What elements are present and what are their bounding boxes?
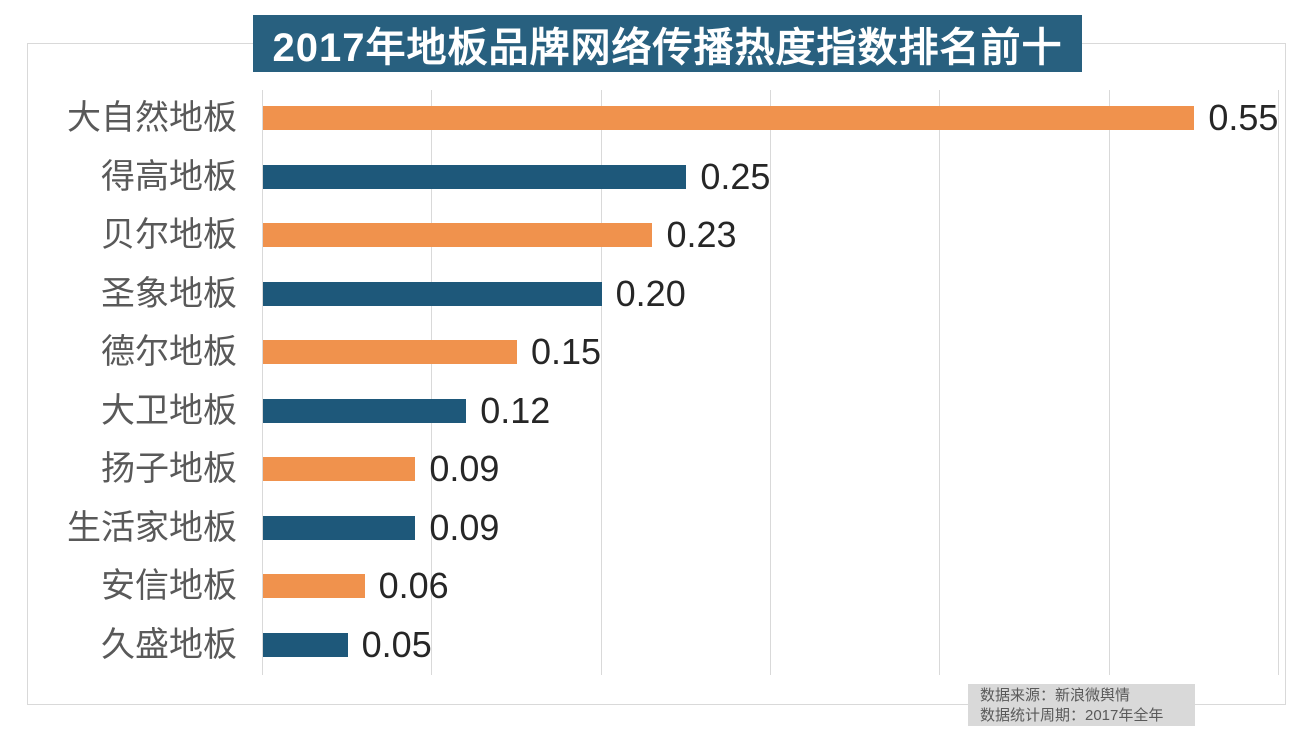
bar-4 (263, 281, 602, 306)
bar-2 (263, 164, 687, 189)
chart-title-banner: 2017年地板品牌网络传播热度指数排名前十 (253, 15, 1082, 72)
bar-9 (263, 574, 365, 598)
x-gridline (262, 90, 263, 675)
bar-7 (263, 457, 416, 481)
value-label: 0.09 (429, 448, 500, 489)
x-gridline (431, 90, 433, 675)
category-label: 贝尔地板 (101, 216, 237, 254)
x-gridline (770, 90, 771, 675)
category-label: 扬子地板 (101, 450, 237, 488)
category-label: 大自然地板 (67, 99, 237, 137)
bar-5 (263, 340, 517, 364)
value-label: 0.20 (615, 272, 686, 314)
source-note: 数据来源：新浪微舆情 数据统计周期：2017年全年 (968, 684, 1195, 726)
category-label: 得高地板 (101, 157, 237, 196)
x-gridline (939, 90, 941, 675)
category-label: 生活家地板 (67, 508, 237, 547)
bar-6 (263, 398, 467, 423)
value-label: 0.23 (666, 214, 737, 255)
x-gridline (1108, 90, 1110, 675)
category-label: 德尔地板 (101, 333, 237, 371)
value-label: 0.55 (1208, 97, 1279, 138)
x-gridline (1278, 90, 1279, 675)
value-label: 0.09 (429, 506, 500, 548)
bar-1 (263, 106, 1195, 130)
bar-10 (263, 632, 348, 657)
value-label: 0.12 (480, 389, 551, 431)
chart-title: 2017年地板品牌网络传播热度指数排名前十 (272, 25, 1063, 70)
value-label: 0.25 (700, 155, 771, 197)
category-label: 大卫地板 (101, 391, 237, 430)
bar-8 (263, 515, 416, 540)
category-label: 圣象地板 (101, 274, 237, 313)
source-note-line2: 数据统计周期：2017年全年 (980, 707, 1164, 724)
value-label: 0.15 (531, 331, 602, 372)
source-note-line1: 数据来源：新浪微舆情 (980, 687, 1131, 704)
x-gridline (600, 90, 602, 675)
value-label: 0.05 (361, 623, 432, 665)
value-label: 0.06 (378, 565, 449, 606)
category-label: 久盛地板 (101, 625, 237, 664)
category-label: 安信地板 (101, 567, 237, 605)
bar-3 (263, 223, 653, 247)
